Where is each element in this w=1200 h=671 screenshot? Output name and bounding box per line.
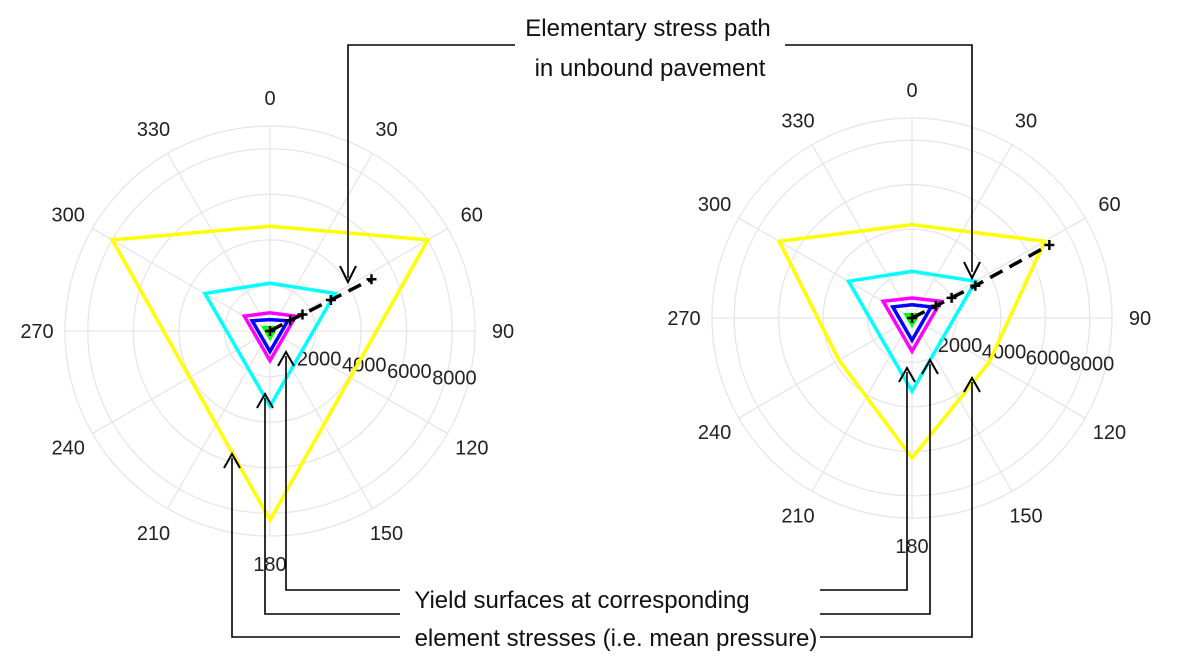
stress-path-marker xyxy=(325,294,336,305)
yield-surface-polygon xyxy=(249,317,291,355)
stress-path-marker xyxy=(907,313,917,323)
grid-spoke xyxy=(811,317,913,492)
theta-tick-label: 150 xyxy=(370,523,403,545)
callout-yield-right-2 xyxy=(820,364,931,615)
yield-surface-polygon xyxy=(202,281,338,410)
stress-path-marker xyxy=(265,326,275,336)
callout-yield-right-1 xyxy=(820,372,908,591)
stress-path-marker xyxy=(1044,239,1055,250)
grid-spoke xyxy=(269,330,374,509)
annotation-stress-path-line2: in unbound pavement xyxy=(535,55,766,82)
grid-spoke xyxy=(166,153,271,332)
callout-stress-path-left xyxy=(347,44,515,278)
theta-tick-label: 180 xyxy=(895,536,928,558)
grid-spoke xyxy=(911,317,1086,419)
stress-path-marker xyxy=(285,315,296,326)
yield-surface-polygon xyxy=(241,311,299,365)
theta-tick-label: 0 xyxy=(264,88,275,110)
yield-surface-polygon xyxy=(109,224,431,524)
theta-tick-label: 210 xyxy=(781,505,814,527)
yield-surface-polygon xyxy=(776,222,1048,461)
theta-tick-label: 150 xyxy=(1009,505,1042,527)
grid-spoke xyxy=(269,153,374,332)
theta-tick-label: 300 xyxy=(52,205,85,227)
polar-chart-left: 0 30 60 90 120 150 180 210 240 270 300 330 2000 4000 6… xyxy=(20,88,514,576)
grid-spoke xyxy=(92,227,271,332)
theta-tick-label: 60 xyxy=(461,205,483,227)
theta-tick-label: 90 xyxy=(1129,308,1151,330)
r-tick-label: 4000 xyxy=(342,355,387,377)
callout-yield-right-3 xyxy=(820,382,973,638)
annotation-yield-line1: Yield surfaces at corresponding xyxy=(414,587,749,614)
grid-spoke xyxy=(911,317,1013,492)
grid-spoke xyxy=(92,330,271,435)
theta-tick-label: 90 xyxy=(492,321,514,343)
r-tick-label: 8000 xyxy=(432,367,477,389)
theta-tick-label: 60 xyxy=(1098,194,1120,216)
callout-yield-left-1 xyxy=(285,356,400,591)
yield-surface-polygon xyxy=(880,296,944,355)
callout-arrowhead xyxy=(339,265,357,285)
stress-path-marker xyxy=(297,309,308,320)
r-tick-label: 6000 xyxy=(387,361,432,383)
callout-stress-path-right xyxy=(785,44,973,272)
stress-path-marker xyxy=(970,280,981,291)
stress-path-marker xyxy=(930,300,941,311)
callout-yield-left-3 xyxy=(231,458,400,638)
callout-lines xyxy=(223,44,981,638)
r-tick-label: 8000 xyxy=(1070,354,1115,376)
theta-tick-label: 180 xyxy=(253,554,286,576)
callout-arrowhead xyxy=(277,349,295,367)
r-tick-label: 2000 xyxy=(938,335,983,357)
r-tick-label: 2000 xyxy=(297,348,342,370)
callout-arrowhead xyxy=(898,365,916,383)
grid-spoke xyxy=(166,330,271,509)
theta-tick-label: 270 xyxy=(20,321,53,343)
annotation-stress-path-line1: Elementary stress path xyxy=(525,15,770,42)
theta-tick-label: 30 xyxy=(375,119,397,141)
theta-tick-label: 330 xyxy=(137,119,170,141)
theta-tick-label: 120 xyxy=(455,438,488,460)
theta-tick-label: 0 xyxy=(906,80,917,102)
grid-spoke xyxy=(738,317,913,419)
theta-tick-label: 240 xyxy=(52,438,85,460)
yield-surface-polygon xyxy=(845,269,979,395)
grid-spoke xyxy=(269,330,448,435)
callout-arrowhead xyxy=(256,391,274,409)
theta-tick-label: 330 xyxy=(781,111,814,133)
theta-tick-label: 210 xyxy=(137,523,170,545)
theta-tick-label: 240 xyxy=(698,422,731,444)
callout-arrowhead xyxy=(223,451,241,469)
theta-tick-label: 30 xyxy=(1015,111,1037,133)
theta-tick-label: 270 xyxy=(667,308,700,330)
callout-arrowhead xyxy=(963,261,981,281)
callout-arrowhead xyxy=(921,357,939,375)
callout-arrowhead xyxy=(963,375,981,393)
yield-surface-polygon xyxy=(889,302,935,344)
stress-path-marker xyxy=(366,274,377,285)
stress-path-marker xyxy=(946,292,957,303)
theta-tick-label: 300 xyxy=(698,194,731,216)
callout-yield-left-2 xyxy=(264,398,400,615)
r-tick-label: 6000 xyxy=(1026,348,1071,370)
theta-tick-label: 120 xyxy=(1093,422,1126,444)
annotation-yield-line2: element stresses (i.e. mean pressure) xyxy=(415,625,818,652)
